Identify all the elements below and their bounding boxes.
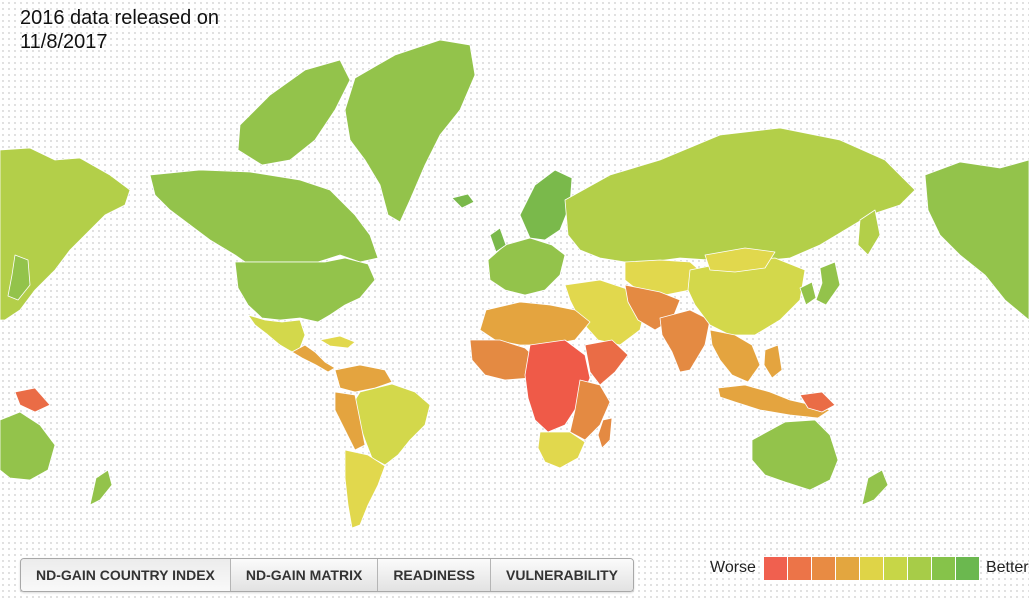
tab-nd-gain-country-index[interactable]: ND-GAIN COUNTRY INDEX [21, 559, 231, 591]
region-scandinavia[interactable] [519, 169, 573, 241]
region-russia[interactable] [564, 127, 916, 263]
region-japan-west[interactable] [7, 254, 31, 301]
region-southern-africa[interactable] [537, 431, 586, 469]
release-note-line-1: 2016 data released on [20, 7, 220, 29]
color-scale-legend: Worse Better [710, 556, 1029, 580]
region-iceland[interactable] [451, 193, 475, 209]
region-greenland[interactable] [344, 39, 476, 223]
region-east-africa[interactable] [569, 379, 611, 441]
view-tabs: ND-GAIN COUNTRY INDEX ND-GAIN MATRIX REA… [20, 558, 634, 592]
region-mexico[interactable] [247, 314, 306, 353]
release-note-line-2: 11/8/2017 [20, 31, 108, 53]
region-indonesia[interactable] [717, 384, 831, 419]
region-australia[interactable] [751, 419, 839, 491]
region-mongolia[interactable] [704, 247, 776, 273]
legend-swatch-3 [811, 556, 835, 580]
region-uk[interactable] [489, 227, 507, 253]
region-papua[interactable] [799, 391, 836, 413]
region-kamchatka[interactable] [857, 209, 881, 256]
region-korea[interactable] [799, 281, 817, 306]
release-date-note: 2016 data released on 11/8/2017 [20, 6, 280, 54]
legend-swatches [763, 556, 980, 580]
tab-readiness[interactable]: READINESS [378, 559, 491, 591]
legend-worse-label: Worse [710, 559, 756, 576]
region-central-africa[interactable] [524, 339, 591, 433]
region-alaska-east[interactable] [924, 159, 1029, 321]
region-horn-of-africa[interactable] [584, 339, 629, 386]
region-canada[interactable] [149, 169, 379, 263]
region-philippines[interactable] [763, 344, 783, 379]
legend-swatch-1 [763, 556, 787, 580]
region-caribbean[interactable] [319, 335, 356, 349]
region-new-zealand-west[interactable] [89, 469, 113, 506]
region-united-states[interactable] [234, 257, 376, 323]
region-central-america[interactable] [291, 344, 336, 373]
tab-vulnerability[interactable]: VULNERABILITY [491, 559, 633, 591]
region-southeast-asia[interactable] [709, 329, 761, 383]
legend-swatch-7 [907, 556, 931, 580]
region-north-south-america[interactable] [334, 364, 393, 393]
legend-swatch-8 [931, 556, 955, 580]
legend-better-label: Better [985, 559, 1029, 576]
legend-swatch-6 [883, 556, 907, 580]
legend-swatch-5 [859, 556, 883, 580]
region-papua-west[interactable] [14, 387, 51, 413]
region-alaska-east-russia[interactable] [0, 147, 131, 321]
region-canada-arctic-islands[interactable] [237, 59, 351, 166]
legend-swatch-4 [835, 556, 859, 580]
region-japan[interactable] [815, 261, 841, 306]
region-north-africa[interactable] [479, 301, 591, 346]
tab-nd-gain-matrix[interactable]: ND-GAIN MATRIX [230, 559, 379, 591]
region-brazil[interactable] [351, 383, 431, 466]
legend-swatch-9 [955, 556, 979, 580]
region-australia-west[interactable] [0, 411, 56, 481]
region-new-zealand[interactable] [861, 469, 889, 506]
region-madagascar[interactable] [597, 417, 613, 449]
region-southern-cone[interactable] [344, 449, 386, 529]
region-western-europe[interactable] [487, 237, 566, 296]
legend-swatch-2 [787, 556, 811, 580]
region-andes[interactable] [334, 391, 366, 451]
region-india[interactable] [659, 309, 711, 373]
